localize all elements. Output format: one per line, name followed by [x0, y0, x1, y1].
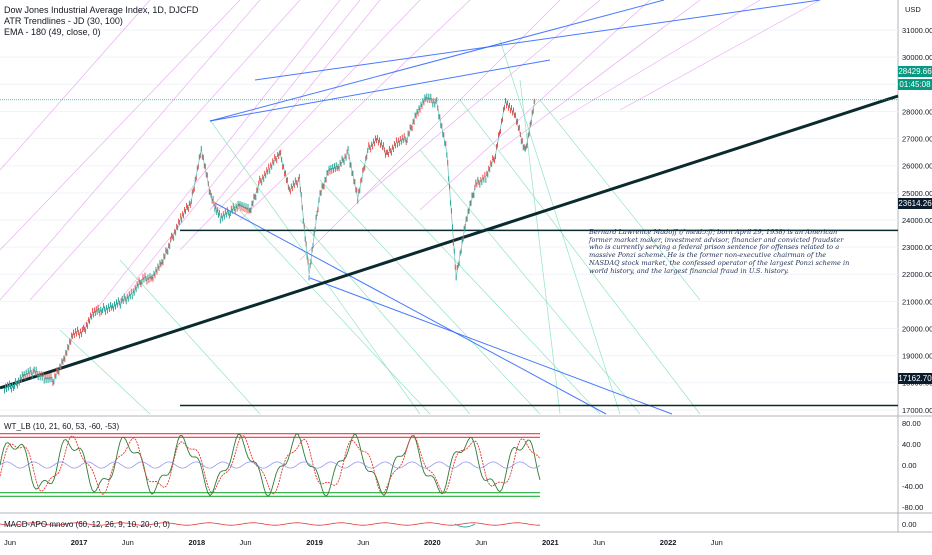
y-tick-label: 31000.00 [902, 26, 932, 35]
x-tick-label: Jun [239, 538, 251, 547]
x-tick-label: Jun [475, 538, 487, 547]
macd-label: MACD-APO mnovo (60, 12, 26, 9, 10, 20, 0… [4, 520, 170, 529]
y-tick-label: 28000.00 [902, 107, 932, 116]
atr-trendline [119, 259, 261, 415]
atr-trendline [0, 0, 261, 301]
wt-lb-label: WT_LB (10, 21, 60, 53, -60, -53) [4, 422, 120, 431]
atr-trendline [499, 39, 621, 415]
macd-signal-line [454, 523, 476, 528]
upper-channel-line [209, 0, 665, 122]
currency-label: USD [905, 5, 921, 14]
y-tick-label: 30000.00 [902, 53, 932, 62]
x-tick-label: 2017 [71, 538, 88, 547]
x-tick-label: 2018 [188, 538, 205, 547]
atr-trendline [59, 329, 151, 415]
upper-channel-line-2 [254, 0, 821, 81]
atr-trendline [209, 0, 381, 211]
wt-y-tick-label: 0.00 [902, 461, 917, 470]
indicator-label-atr: ATR Trendlines - JD (30, 100) [4, 16, 123, 26]
atr-trendline [0, 0, 151, 171]
wt-histogram-line [0, 461, 541, 469]
y-tick-label: 21000.00 [902, 297, 932, 306]
atr-trendline [419, 149, 641, 415]
madoff-annotation: Bernard Lawrence Madoff (/ˈmeɪdɔːf/; bor… [589, 228, 850, 275]
x-tick-label: 2021 [542, 538, 559, 547]
wt-y-tick-label: -40.00 [902, 482, 923, 491]
x-tick-label: Jun [122, 538, 134, 547]
y-tick-label: 24000.00 [902, 216, 932, 225]
atr-trendline [419, 0, 651, 211]
wt-line-2 [0, 434, 541, 495]
macd-y-tick-label: 0.00 [902, 520, 917, 529]
y-tick-label: 17000.00 [902, 406, 932, 415]
low-level-tag: 17162.70 [898, 373, 932, 384]
long-term-trendline [0, 94, 899, 390]
y-tick-label: 19000.00 [902, 352, 932, 361]
x-tick-label: 2022 [660, 538, 677, 547]
x-tick-label: Jun [593, 538, 605, 547]
price-series-line [4, 97, 536, 389]
atr-trendline [299, 219, 471, 415]
atr-trendline [79, 0, 341, 331]
indicator-label-ema: EMA - 180 (49, close, 0) [4, 27, 101, 37]
y-tick-label: 22000.00 [902, 270, 932, 279]
atr-trendline [539, 99, 701, 301]
y-tick-label: 23000.00 [902, 243, 932, 252]
last-price-tag: 28429.66 [898, 66, 932, 77]
y-tick-label: 25000.00 [902, 189, 932, 198]
x-tick-label: 2019 [306, 538, 323, 547]
atr-trendline [239, 0, 471, 221]
atr-trendline [519, 79, 561, 415]
atr-trendline [179, 0, 421, 251]
atr-trendline [0, 0, 241, 251]
wt-line-1 [0, 433, 541, 497]
x-tick-label: Jun [711, 538, 723, 547]
countdown-tag: 01:45:08 [898, 79, 932, 90]
lower-channel-line-2 [309, 277, 673, 415]
lower-channel-line [214, 202, 607, 415]
wt-y-tick-label: 80.00 [902, 419, 921, 428]
x-tick-label: Jun [357, 538, 369, 547]
atr-trendline [619, 0, 821, 111]
x-tick-label: Jun [4, 538, 16, 547]
atr-trendline [29, 0, 301, 301]
atr-trendline [319, 179, 541, 415]
atr-trendline [499, 0, 701, 151]
wt-y-tick-label: 40.00 [902, 440, 921, 449]
x-tick-label: 2020 [424, 538, 441, 547]
atr-trendline [559, 0, 761, 121]
atr-trendline [459, 99, 701, 415]
wt-y-tick-label: -80.00 [902, 503, 923, 512]
support-level-tag: 23614.26 [898, 198, 932, 209]
chart-title: Dow Jones Industrial Average Index, 1D, … [4, 5, 199, 15]
y-tick-label: 27000.00 [902, 135, 932, 144]
y-tick-label: 26000.00 [902, 162, 932, 171]
y-tick-label: 20000.00 [902, 324, 932, 333]
atr-trendline [209, 119, 421, 415]
mid-channel-line [209, 59, 551, 122]
macd-line [0, 522, 540, 526]
atr-trendline [229, 199, 431, 415]
atr-trendline [119, 0, 361, 301]
